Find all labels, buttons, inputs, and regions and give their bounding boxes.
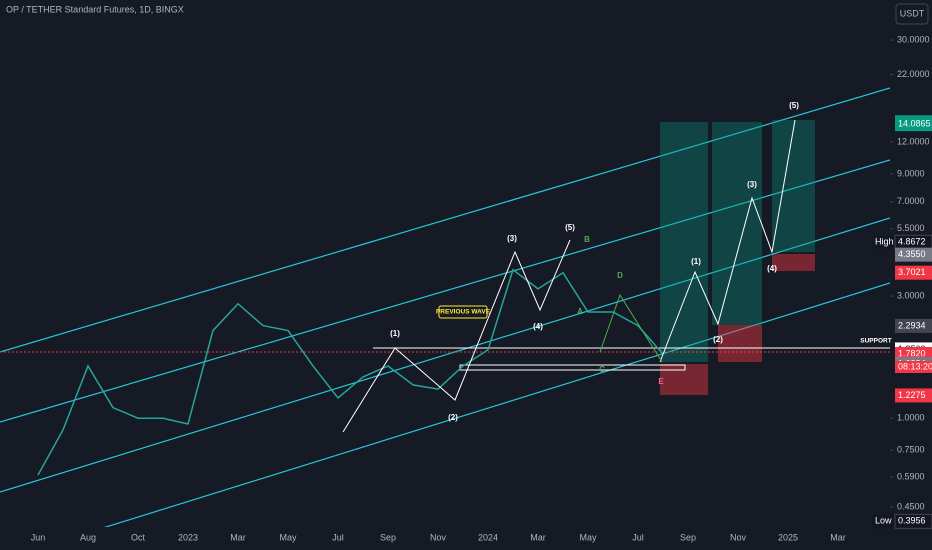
annotation: PREVIOUS WAVE (436, 309, 491, 316)
price-tag (895, 265, 932, 280)
x-tick-label: Mar (530, 532, 546, 542)
tag-name-box (872, 235, 894, 250)
x-tick-label: Jul (632, 532, 644, 542)
channel (0, 87, 891, 550)
correction-wave (599, 293, 663, 363)
y-tick-label: 30.0000 (897, 34, 930, 44)
currency[interactable]: USDT (900, 8, 925, 18)
x-tick-label: Sep (380, 532, 396, 542)
x-tick-label: Sep (680, 532, 696, 542)
price-tag (894, 513, 932, 529)
annotation: (4) (767, 264, 777, 273)
y-tick-label: 22.0000 (897, 69, 930, 79)
currency-button[interactable] (895, 3, 929, 25)
annotation: (3) (507, 234, 517, 243)
price-layer (37, 268, 664, 476)
x-tick-label: Jul (332, 532, 344, 542)
annotation: (2) (713, 335, 723, 344)
price-tag (895, 388, 932, 403)
y-tick-label: 9.0000 (897, 168, 925, 178)
price-tag-label: 1.2275 (898, 390, 926, 400)
price-tag-label: 2.2934 (898, 320, 926, 330)
price-tag (895, 117, 932, 132)
y-tick-label: 1.0000 (897, 413, 925, 423)
x-tick-label: 2023 (178, 532, 198, 542)
tag-name: Low (875, 516, 892, 526)
annotation: E (658, 377, 664, 386)
tag-name-box (872, 514, 894, 529)
price-tag-label: 1.7820 (898, 348, 926, 358)
annotation: (5) (789, 101, 799, 110)
price-tag-label: 4.8672 (898, 237, 926, 247)
price-tag (895, 247, 932, 262)
price-tag (895, 318, 932, 333)
position-boxes (660, 120, 815, 395)
annotation: D (617, 271, 623, 280)
y-tick-label: 3.0000 (897, 290, 925, 300)
y-tick-label: 12.0000 (897, 136, 930, 146)
countdown: 08:13:20 (898, 361, 932, 371)
zone-box (459, 364, 686, 371)
price-tag-label: 14.0865 (898, 118, 931, 128)
x-tick-label: Mar (230, 532, 246, 542)
y-tick-label: 5.5000 (897, 223, 925, 233)
y-tick-label: 0.7500 (897, 445, 925, 455)
previous-wave (342, 239, 571, 433)
x-tick-label: Nov (430, 532, 447, 542)
x-tick-label: Mar (830, 532, 846, 542)
annotation: C (599, 365, 605, 374)
annotation: B (584, 235, 590, 244)
x-tick-label: 2025 (778, 532, 798, 542)
countdown-box (895, 360, 932, 373)
x-tick-label: 2024 (478, 532, 498, 542)
price-tag-label: 0.3956 (898, 516, 926, 526)
y-tick-label: 0.4500 (897, 501, 925, 511)
y-tick-label: 7.0000 (897, 196, 925, 206)
annotation: (1) (390, 329, 400, 338)
annotation: (2) (448, 413, 458, 422)
price-tag-label: 4.3550 (898, 249, 926, 259)
x-tick-label: Nov (730, 532, 747, 542)
x-tick-label: Jun (31, 532, 46, 542)
annotation: (1) (691, 257, 701, 266)
time-axis (0, 527, 932, 550)
annotation-box (438, 305, 488, 319)
y-tick-label: 0.5900 (897, 471, 925, 481)
x-tick-label: Aug (80, 532, 96, 542)
x-tick-label: May (579, 532, 597, 542)
price-tag-label: 3.7021 (898, 267, 926, 277)
price-line (37, 268, 664, 476)
header-title: OP / TETHER Standard Futures, 1D, BINGX (6, 4, 184, 14)
annotation: A (577, 307, 583, 316)
projected-wave (659, 119, 796, 363)
x-tick-label: May (279, 532, 297, 542)
tag-name: High (875, 237, 894, 247)
x-tick-label: Oct (131, 532, 146, 542)
annotation: (4) (533, 322, 543, 331)
annotation: (3) (747, 180, 757, 189)
annotation: (5) (565, 223, 575, 232)
annotation: SUPPORT (860, 338, 891, 345)
